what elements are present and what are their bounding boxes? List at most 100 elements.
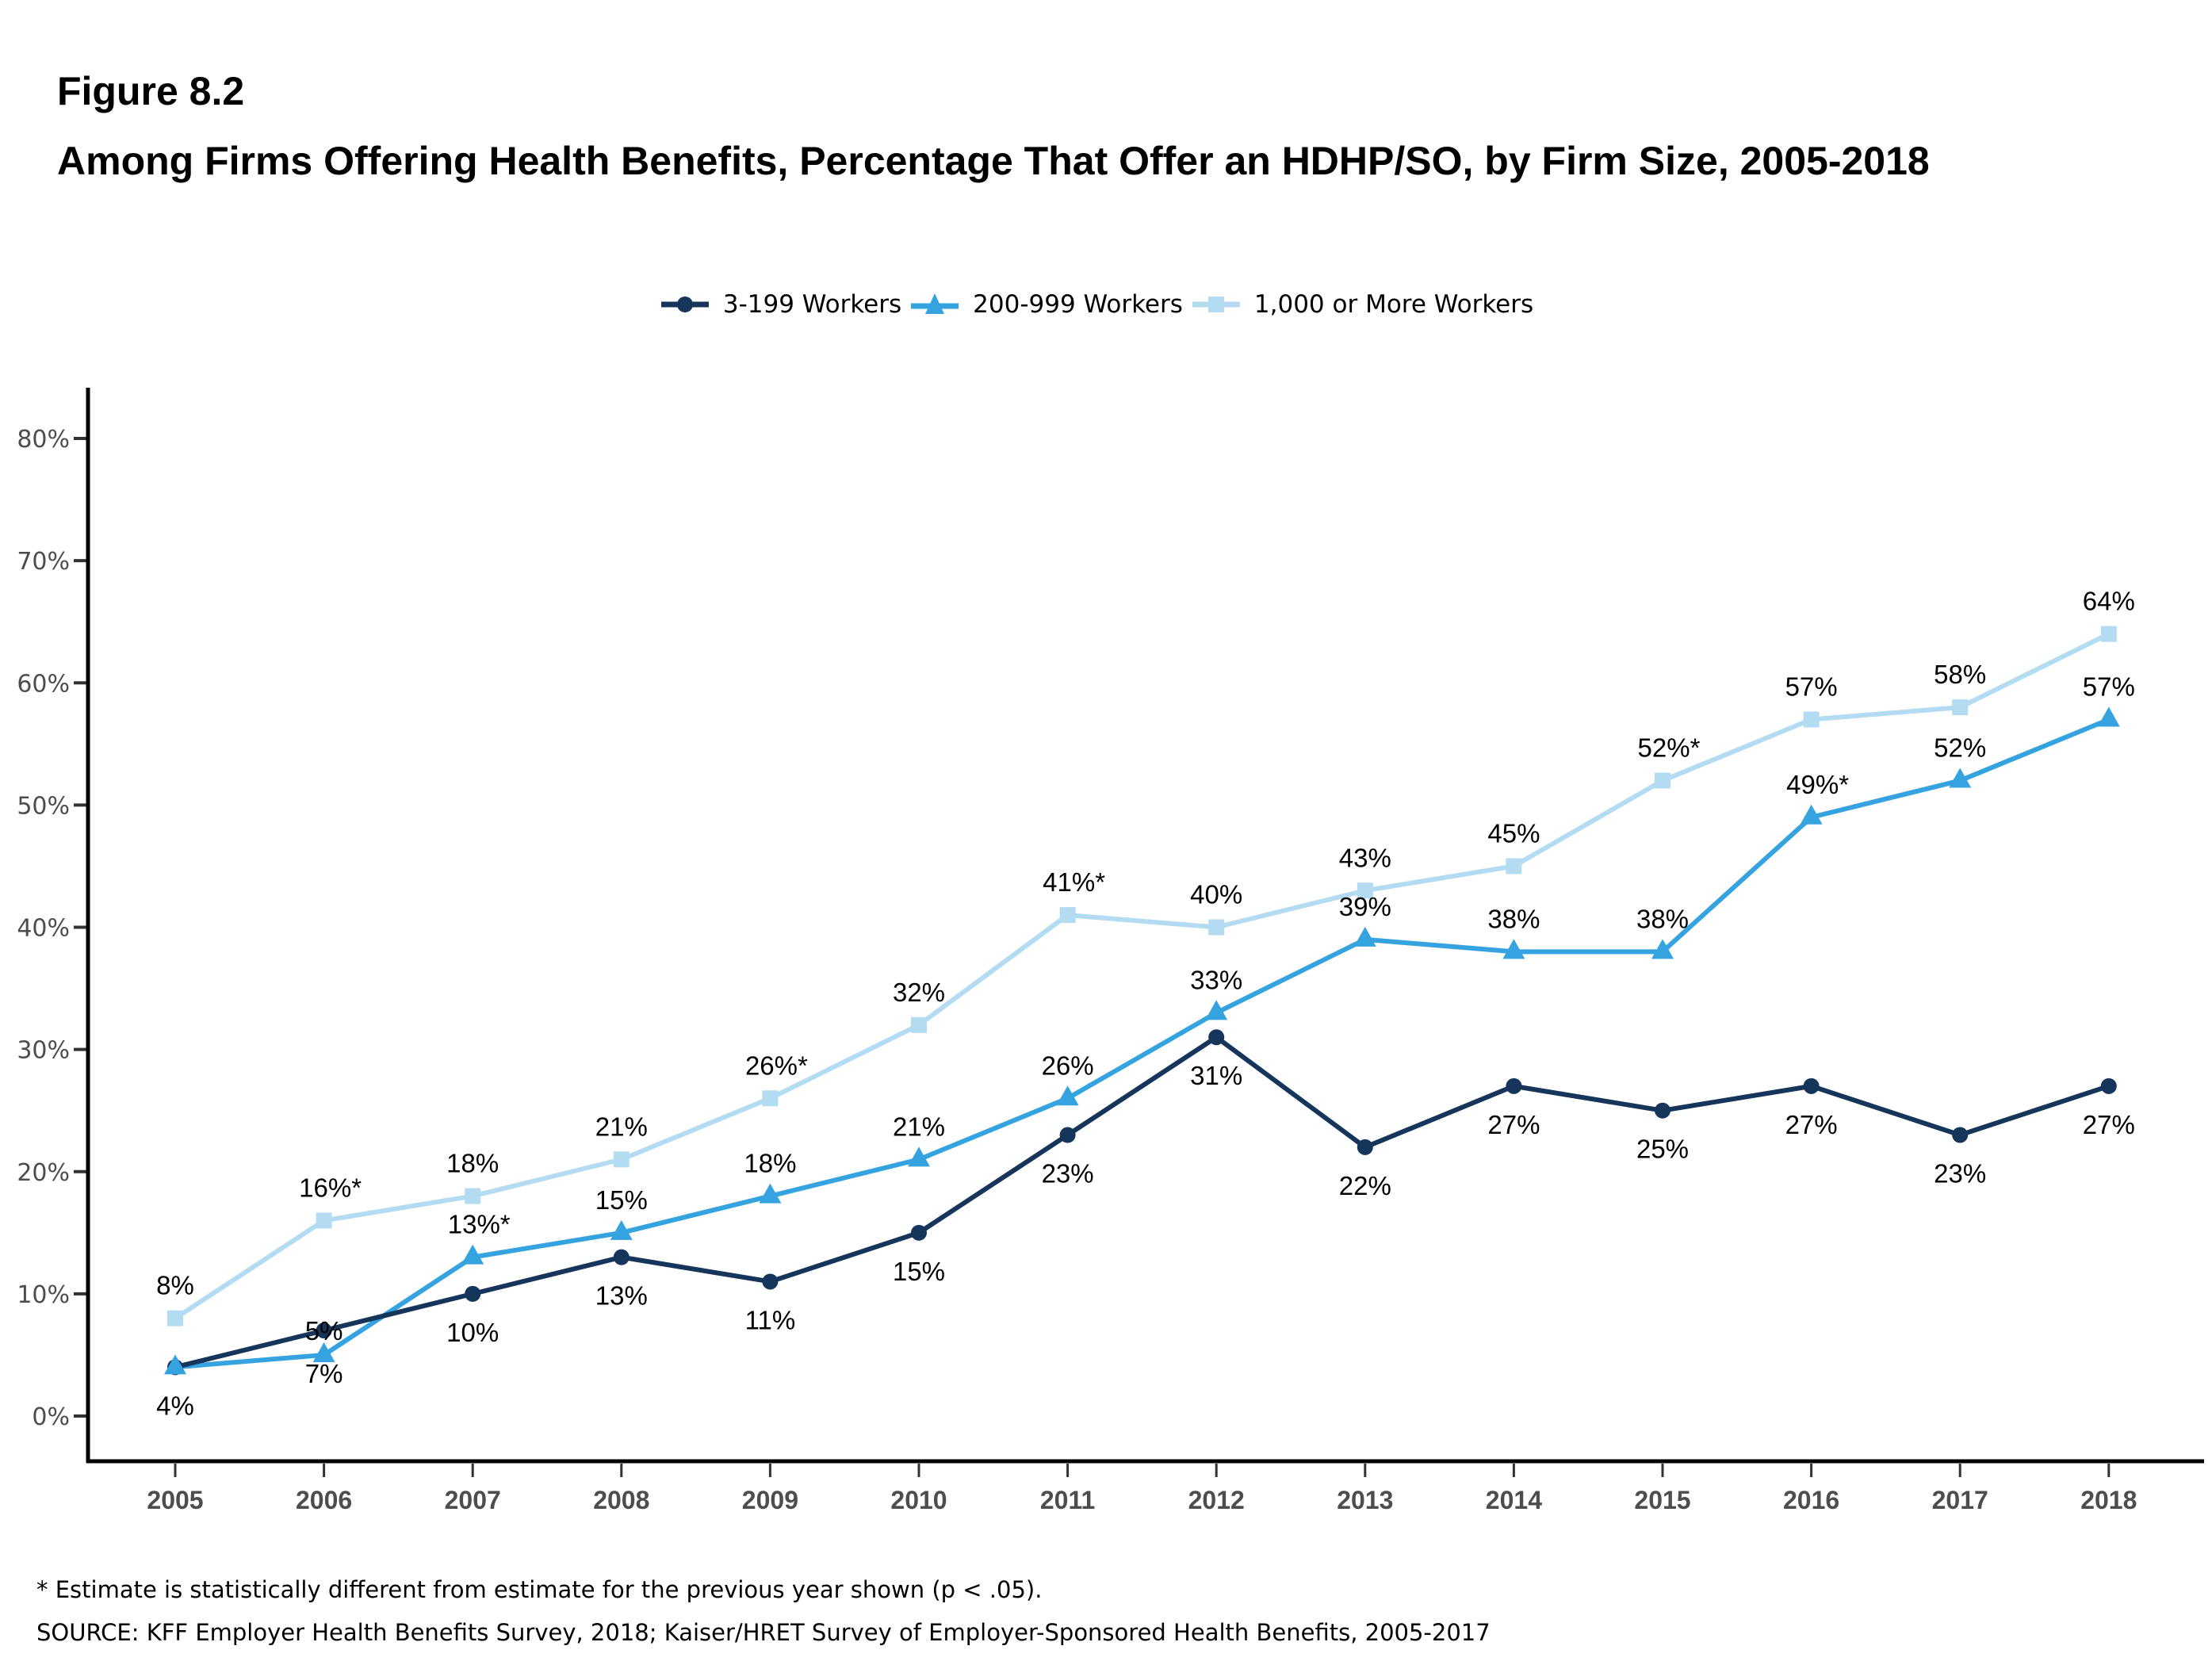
data-label: 45% — [1487, 818, 1540, 848]
data-point-square — [1952, 699, 1969, 716]
y-tick-label: 30% — [17, 1037, 70, 1065]
legend-item-3-199: 3-199 Workers — [660, 290, 902, 319]
x-tick-label: 2012 — [1188, 1486, 1245, 1514]
data-label: 38% — [1636, 904, 1689, 933]
data-point-triangle — [164, 1354, 186, 1375]
data-label: 57% — [1785, 672, 1838, 701]
data-label: 52%* — [1638, 733, 1701, 763]
legend-label: 3-199 Workers — [722, 290, 902, 319]
series-line-200-999-workers — [174, 717, 2110, 1370]
data-label: 15% — [595, 1185, 648, 1215]
data-point-circle — [911, 1224, 927, 1241]
data-point-square — [316, 1212, 332, 1229]
data-label: 13% — [595, 1281, 648, 1311]
significance-footnote: * Estimate is statistically different fr… — [36, 1576, 1043, 1603]
data-label: 18% — [744, 1149, 796, 1178]
data-label: 57% — [2083, 672, 2135, 701]
legend-item-200-999: 200-999 Workers — [911, 290, 1183, 319]
x-tick-label: 2006 — [296, 1486, 352, 1514]
data-point-triangle — [908, 1146, 930, 1167]
data-point-triangle — [312, 1342, 335, 1362]
data-label: 40% — [1190, 880, 1242, 909]
data-point-circle — [1059, 1127, 1076, 1143]
x-tick-label: 2007 — [445, 1486, 501, 1514]
data-point-square — [762, 1090, 779, 1107]
data-point-square — [1655, 772, 1670, 789]
x-tick-label: 2014 — [1486, 1486, 1542, 1514]
x-tick-label: 2013 — [1337, 1486, 1393, 1514]
legend-label: 1,000 or More Workers — [1253, 290, 1534, 319]
series-markers — [164, 626, 2120, 1376]
data-point-circle — [316, 1322, 332, 1339]
y-axis-ticks: 0% 10% 20% 30% 40% 50% 60% 70% 80% — [17, 426, 86, 1431]
x-tick-label: 2009 — [742, 1486, 798, 1514]
data-point-triangle — [1800, 804, 1823, 825]
data-label: 58% — [1934, 660, 1986, 689]
data-point-triangle — [759, 1183, 782, 1204]
data-point-square — [1357, 882, 1373, 899]
data-label: 21% — [595, 1112, 648, 1141]
x-tick-label: 2018 — [2080, 1486, 2137, 1514]
data-point-square — [911, 1016, 927, 1033]
legend-item-1000-plus: 1,000 or More Workers — [1192, 290, 1533, 319]
x-axis-ticks: 2005 2006 2007 2008 2009 2010 2011 2012 2013 2014… — [147, 1464, 2137, 1514]
data-label: 32% — [893, 978, 945, 1007]
data-point-triangle — [610, 1219, 633, 1240]
x-tick-label: 2016 — [1783, 1486, 1839, 1514]
data-label: 22% — [1339, 1171, 1391, 1200]
x-tick-label: 2015 — [1634, 1486, 1690, 1514]
data-point-triangle — [1353, 926, 1376, 947]
x-tick-label: 2017 — [1932, 1486, 1988, 1514]
data-label: 26% — [1042, 1051, 1094, 1080]
data-point-circle — [2100, 1077, 2117, 1094]
data-point-square — [1506, 858, 1522, 875]
data-point-square — [167, 1310, 183, 1326]
data-point-square — [1803, 711, 1820, 728]
data-label: 43% — [1339, 843, 1391, 872]
data-label: 38% — [1487, 904, 1540, 933]
data-point-triangle — [1056, 1085, 1079, 1106]
data-label: 16%* — [299, 1173, 362, 1202]
data-label: 8% — [156, 1271, 194, 1300]
y-tick-label: 40% — [17, 915, 70, 943]
data-label: 49%* — [1786, 770, 1849, 799]
data-point-triangle — [1205, 1000, 1228, 1020]
x-tick-label: 2005 — [147, 1486, 203, 1514]
data-label: 39% — [1339, 892, 1391, 921]
data-label: 52% — [1934, 733, 1986, 763]
data-label: 23% — [1934, 1159, 1986, 1188]
data-label: 7% — [305, 1359, 343, 1388]
data-label: 27% — [1785, 1110, 1838, 1139]
legend-label: 200-999 Workers — [973, 290, 1183, 319]
data-point-circle — [1506, 1077, 1522, 1094]
data-label: 4% — [156, 1391, 194, 1420]
data-point-triangle — [461, 1244, 484, 1265]
data-point-circle — [465, 1285, 481, 1302]
data-label: 25% — [1636, 1135, 1689, 1164]
data-point-square — [2100, 626, 2117, 642]
data-point-triangle — [1949, 767, 1972, 788]
y-tick-label: 60% — [17, 670, 70, 698]
data-point-triangle — [1651, 939, 1674, 959]
data-label: 11% — [745, 1305, 796, 1334]
data-point-square — [1059, 907, 1076, 924]
y-tick-label: 80% — [17, 426, 70, 454]
x-tick-label: 2011 — [1040, 1486, 1095, 1514]
y-tick-label: 0% — [32, 1403, 70, 1431]
data-label: 33% — [1190, 965, 1242, 994]
data-label: 64% — [2083, 587, 2135, 616]
data-point-circle — [762, 1273, 779, 1290]
data-label: 26%* — [745, 1051, 808, 1080]
data-label: 18% — [446, 1149, 499, 1178]
legend-square-marker-icon — [1192, 297, 1240, 312]
series-line-3-199-workers — [174, 1035, 2110, 1370]
data-point-circle — [1655, 1102, 1670, 1119]
data-labels: 4% 7% 10% 13% 11% 15% 23% 31% 22% 27% 25% 27% 23% 27%… — [156, 587, 2135, 1421]
data-label: 13%* — [448, 1210, 511, 1239]
data-label: 31% — [1190, 1061, 1242, 1090]
data-point-square — [613, 1151, 630, 1168]
data-label: 5% — [305, 1316, 343, 1345]
data-point-circle — [1952, 1127, 1969, 1143]
figure-label: Figure 8.2 — [57, 69, 245, 113]
